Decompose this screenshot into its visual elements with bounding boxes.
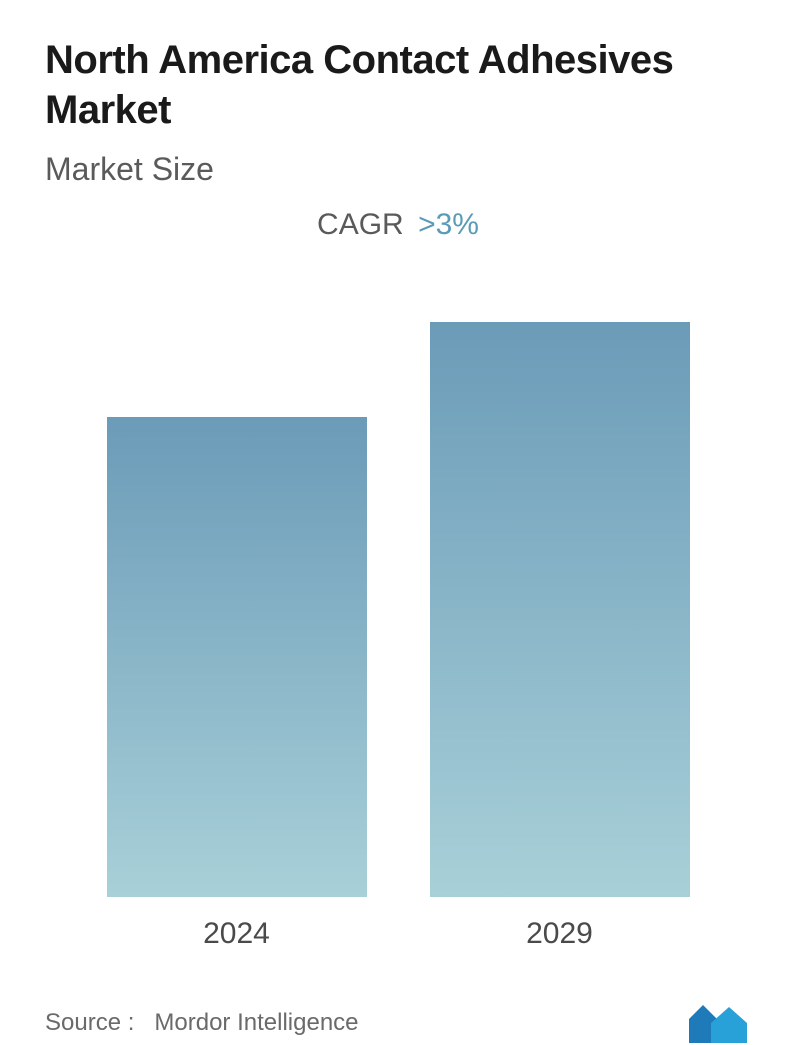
bar-group-0: 2024 [107,417,367,951]
source-label: Source : [45,1009,134,1036]
cagr-row: CAGR >3% [45,208,751,242]
logo [687,1001,751,1045]
source-name: Mordor Intelligence [154,1009,358,1036]
bar-label-2029: 2029 [526,917,593,951]
mordor-logo-icon [687,1001,751,1045]
bar-2029 [430,322,690,897]
cagr-label: CAGR [317,208,404,241]
chart-container: North America Contact Adhesives Market M… [0,0,796,1034]
footer: Source : Mordor Intelligence [45,991,751,1045]
chart-title: North America Contact Adhesives Market [45,35,751,135]
chart-area: 2024 2029 [45,322,751,951]
bar-group-1: 2029 [430,322,690,951]
chart-subtitle: Market Size [45,151,751,188]
bar-2024 [107,417,367,897]
cagr-value: >3% [418,208,479,241]
bar-label-2024: 2024 [203,917,270,951]
source-text: Source : Mordor Intelligence [45,1009,359,1037]
